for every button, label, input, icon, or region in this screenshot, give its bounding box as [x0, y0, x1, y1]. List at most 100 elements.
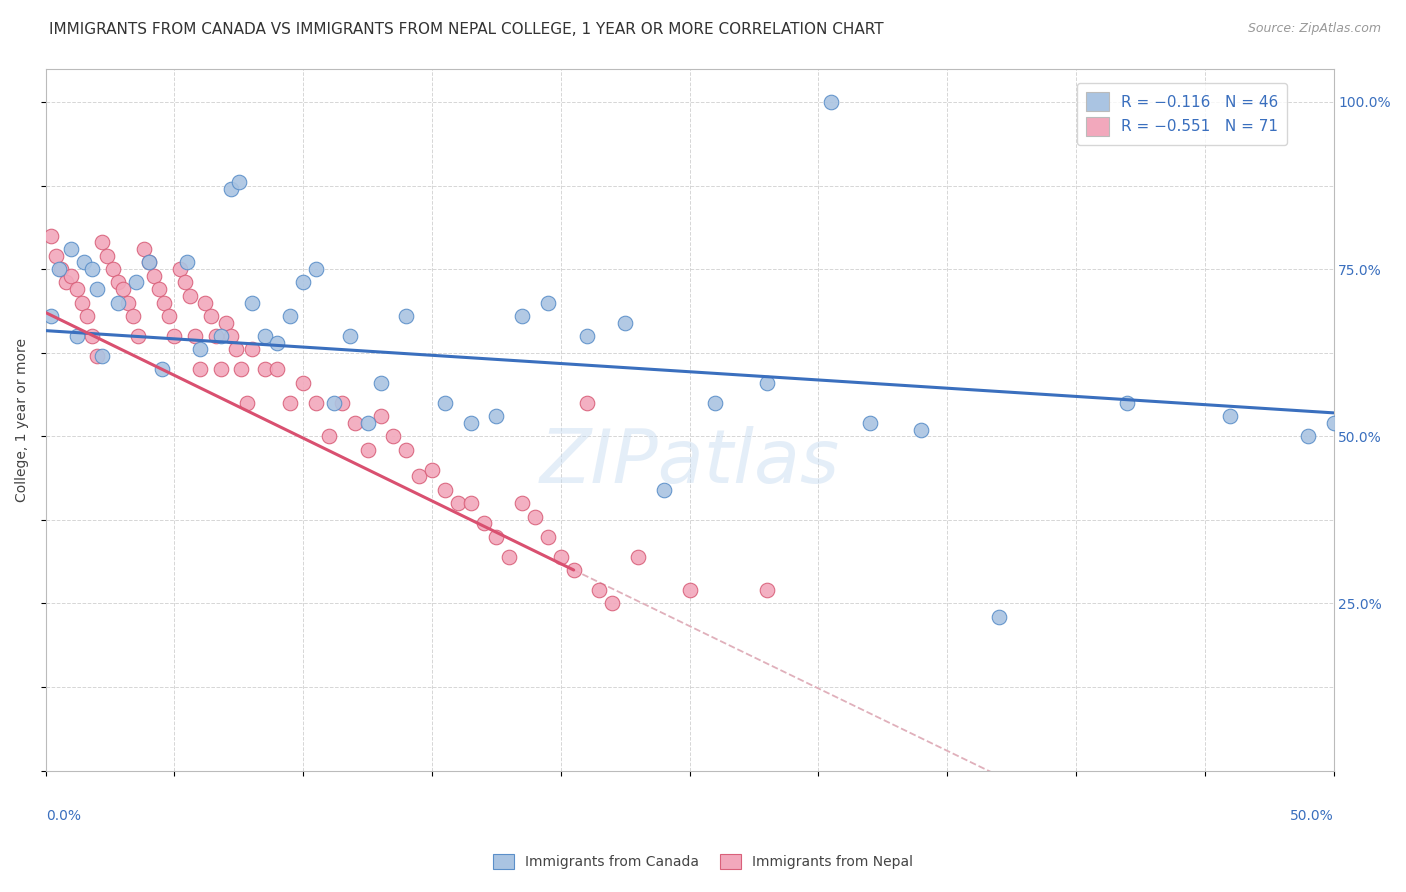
Point [318, 429, 340, 443]
Point [280, 396, 302, 410]
Point [209, 329, 232, 343]
Point [96, 249, 118, 263]
Point [70, 295, 93, 310]
Point [588, 583, 610, 598]
Point [305, 262, 328, 277]
Point [65, 282, 87, 296]
Legend: R = −0.116   N = 46, R = −0.551   N = 71: R = −0.116 N = 46, R = −0.551 N = 71 [1077, 83, 1288, 145]
Point [111, 282, 134, 296]
Point [382, 429, 405, 443]
Point [485, 530, 508, 544]
Point [80, 262, 103, 277]
Point [627, 549, 650, 564]
Point [266, 362, 288, 376]
Point [510, 309, 533, 323]
Point [107, 276, 129, 290]
Point [219, 182, 242, 196]
Point [987, 609, 1010, 624]
Point [460, 416, 482, 430]
Point [39, 309, 62, 323]
Point [101, 262, 124, 277]
Point [48, 262, 70, 277]
Point [86, 349, 108, 363]
Point [55, 276, 77, 290]
Text: ZIPatlas: ZIPatlas [540, 425, 839, 498]
Point [86, 282, 108, 296]
Point [1322, 416, 1344, 430]
Point [395, 442, 418, 457]
Point [91, 349, 114, 363]
Point [292, 276, 315, 290]
Point [184, 329, 207, 343]
Point [755, 583, 778, 598]
Point [60, 268, 83, 283]
Point [460, 496, 482, 510]
Point [498, 549, 520, 564]
Point [91, 235, 114, 250]
Point [122, 309, 145, 323]
Point [292, 376, 315, 390]
Point [524, 509, 547, 524]
Point [433, 483, 456, 497]
Legend: Immigrants from Canada, Immigrants from Nepal: Immigrants from Canada, Immigrants from … [486, 847, 920, 876]
Point [395, 309, 418, 323]
Point [215, 316, 238, 330]
Point [125, 276, 148, 290]
Point [562, 563, 585, 577]
Point [266, 335, 288, 350]
Point [45, 249, 67, 263]
Point [1219, 409, 1241, 424]
Point [820, 95, 842, 109]
Point [537, 295, 560, 310]
Text: Source: ZipAtlas.com: Source: ZipAtlas.com [1247, 22, 1381, 36]
Point [339, 329, 361, 343]
Point [200, 309, 222, 323]
Point [472, 516, 495, 531]
Point [127, 329, 149, 343]
Point [305, 396, 328, 410]
Point [73, 255, 96, 269]
Point [150, 362, 173, 376]
Point [231, 362, 253, 376]
Point [356, 416, 378, 430]
Point [859, 416, 882, 430]
Point [575, 329, 598, 343]
Point [240, 295, 263, 310]
Point [132, 242, 155, 256]
Point [225, 343, 247, 357]
Point [169, 262, 191, 277]
Point [219, 329, 242, 343]
Point [235, 396, 257, 410]
Point [142, 268, 165, 283]
Point [1296, 429, 1319, 443]
Point [575, 396, 598, 410]
Point [447, 496, 470, 510]
Point [153, 295, 176, 310]
Point [148, 282, 170, 296]
Point [228, 175, 250, 189]
Point [356, 442, 378, 457]
Point [510, 496, 533, 510]
Point [370, 409, 392, 424]
Point [209, 362, 232, 376]
Point [117, 295, 139, 310]
Point [420, 463, 443, 477]
Point [755, 376, 778, 390]
Point [280, 309, 302, 323]
Point [163, 329, 186, 343]
Point [176, 255, 198, 269]
Point [65, 329, 87, 343]
Point [370, 376, 392, 390]
Point [678, 583, 700, 598]
Text: IMMIGRANTS FROM CANADA VS IMMIGRANTS FROM NEPAL COLLEGE, 1 YEAR OR MORE CORRELAT: IMMIGRANTS FROM CANADA VS IMMIGRANTS FRO… [49, 22, 884, 37]
Point [157, 309, 180, 323]
Point [240, 343, 263, 357]
Point [138, 255, 160, 269]
Point [485, 409, 508, 424]
Point [80, 329, 103, 343]
Point [537, 530, 560, 544]
Point [1116, 396, 1139, 410]
Point [433, 396, 456, 410]
Point [107, 295, 129, 310]
Point [602, 596, 624, 610]
